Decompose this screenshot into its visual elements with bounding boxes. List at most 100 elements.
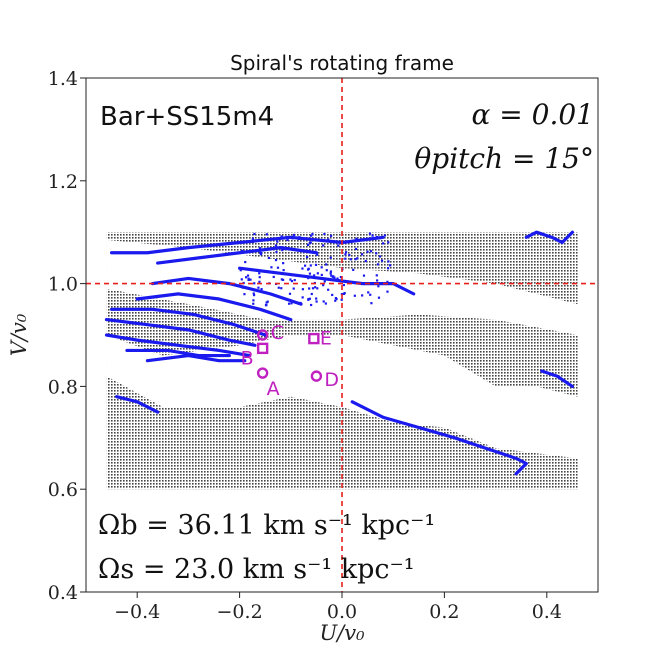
orbit-speck [274,244,278,247]
orbit-speck [327,238,330,241]
orbit-speck [258,280,261,283]
orbit-speck [248,250,252,253]
orbit-speck [369,250,373,253]
orbit-speck [308,250,312,254]
orbit-speck [253,282,256,285]
x-tick-label: 0.4 [532,601,562,623]
point-e-label: E [320,328,332,350]
orbit-speck [339,275,342,279]
orbit-speck [290,302,293,305]
orbit-speck [327,288,330,291]
orbit-speck [334,299,337,302]
orbit-speck [308,272,312,275]
point-c-label: C [271,322,284,344]
orbit-track [135,292,293,322]
orbit-speck [383,234,387,237]
orbit-speck [265,233,268,236]
point-e-marker [308,332,320,345]
orbit-speck [276,266,280,269]
orbit-speck [377,285,380,288]
orbit-speck [375,235,379,239]
orbit-speck [263,248,266,251]
orbit-speck [299,301,302,305]
orbit-speck [311,232,314,236]
pitch-label: θpitch = 15° [414,142,594,175]
orbit-speck [291,237,294,240]
orbit-speck [315,297,318,300]
orbit-speck [314,286,317,289]
orbit-speck [252,292,255,295]
orbit-speck [298,236,301,239]
orbit-track [104,317,257,347]
orbit-speck [258,239,261,242]
orbit-speck [258,247,262,250]
orbit-speck [251,240,254,243]
orbit-track [150,276,303,306]
y-tick-label: 0.8 [48,376,78,398]
orbit-speck [343,292,346,295]
orbit-speck [368,232,372,235]
orbit-speck [360,238,363,241]
orbit-speck [334,297,337,300]
orbit-speck [353,294,356,297]
orbit-speck [265,301,268,304]
orbit-speck [331,293,334,297]
orbit-speck [307,297,310,301]
y-axis-label: V/v₀ [7,313,31,356]
orbit-speck [361,294,364,297]
orbit-speck [387,241,390,244]
orbit-speck [272,275,275,279]
orbit-speck [375,274,378,277]
orbit-speck [325,269,328,272]
x-tick-label: −0.2 [217,601,263,623]
omega-spiral-label: Ωs = 23.0 km s⁻¹ kpc⁻¹ [98,554,415,585]
orbit-speck [310,292,313,296]
orbit-speck [311,287,315,290]
orbit-speck [253,232,256,236]
orbit-speck [371,234,374,237]
orbit-speck [243,293,246,296]
orbit-speck [354,258,357,261]
y-tick-label: 1.4 [48,68,78,90]
orbit-speck [283,247,286,251]
orbit-speck [356,257,359,260]
orbit-track [104,333,252,358]
orbit-speck [282,269,285,272]
orbit-speck [292,287,295,290]
orbit-speck [386,280,389,283]
orbit-speck [290,280,294,283]
orbit-speck [260,288,263,291]
orbit-speck [259,253,263,256]
orbit-speck [355,237,358,240]
chart-title: Spiral's rotating frame [230,51,454,75]
orbit-speck [329,256,332,259]
orbit-speck [323,280,326,283]
orbit-speck [308,241,311,245]
x-axis-label: U/v₀ [319,621,365,645]
point-d-label: D [324,369,339,391]
orbit-speck [337,244,340,247]
orbit-speck [344,257,347,260]
orbit-speck [257,286,260,289]
orbit-speck [376,263,380,266]
orbit-speck [306,268,310,271]
orbit-speck [240,278,243,281]
white-band [444,376,578,438]
orbit-speck [310,234,313,237]
point-a-marker [256,367,269,379]
point-b-label: B [241,347,254,369]
orbit-speck [331,275,334,278]
orbit-speck [301,267,304,270]
orbit-speck [375,252,378,255]
orbit-speck [289,278,292,281]
orbit-speck [377,296,381,299]
orbit-speck [274,258,278,262]
orbit-speck [316,272,319,275]
orbit-speck [239,269,242,272]
omega-bar-label: Ωb = 36.11 km s⁻¹ kpc⁻¹ [98,510,435,541]
orbit-speck [322,238,325,242]
orbit-speck [366,250,369,253]
orbit-speck [280,235,283,238]
orbit-speck [246,274,250,277]
